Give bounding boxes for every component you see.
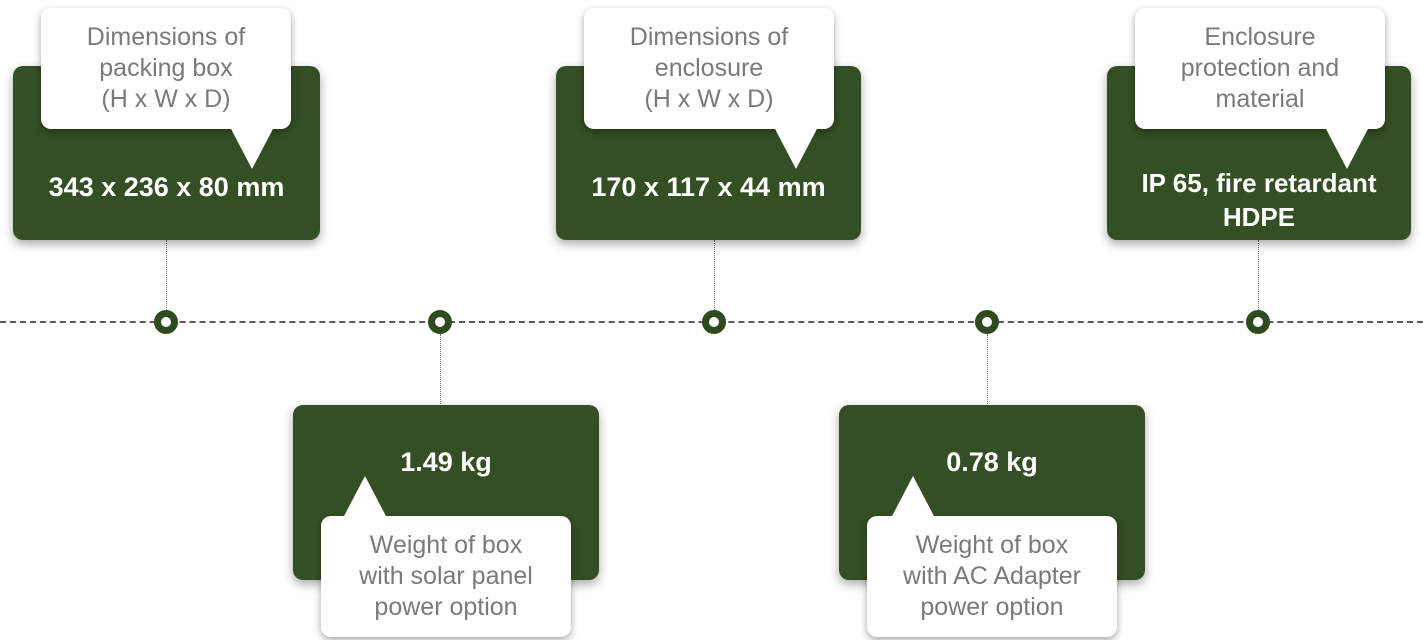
spec-label: Weight of box with solar panel power opt… — [359, 531, 533, 621]
connector-line — [987, 334, 988, 406]
timeline-node — [428, 310, 452, 334]
spec-value: 170 x 117 x 44 mm — [591, 172, 826, 202]
bubble-pointer — [343, 476, 387, 518]
connector-line — [166, 240, 167, 312]
bubble-pointer — [891, 476, 935, 518]
spec-label-bubble: Dimensions of packing box (H x W x D) — [41, 8, 291, 129]
connector-line — [440, 334, 441, 406]
spec-label: Dimensions of packing box (H x W x D) — [86, 23, 246, 113]
bubble-pointer — [230, 127, 274, 169]
bubble-pointer — [774, 127, 818, 169]
spec-label-bubble: Weight of box with solar panel power opt… — [321, 516, 571, 637]
spec-label-bubble: Weight of box with AC Adapter power opti… — [867, 516, 1117, 637]
connector-line — [1258, 240, 1259, 312]
spec-label: Dimensions of enclosure (H x W x D) — [629, 23, 789, 113]
spec-value: 343 x 236 x 80 mm — [48, 172, 285, 202]
spec-label-bubble: Dimensions of enclosure (H x W x D) — [584, 8, 834, 129]
spec-value: 1.49 kg — [400, 447, 492, 477]
bubble-pointer — [1325, 127, 1369, 169]
timeline-node — [702, 310, 726, 334]
timeline-node — [1246, 310, 1270, 334]
timeline-node — [154, 310, 178, 334]
spec-value: IP 65, fire retardant HDPE — [1141, 168, 1377, 232]
spec-label: Enclosure protection and material — [1180, 23, 1340, 113]
spec-label: Weight of box with AC Adapter power opti… — [903, 531, 1081, 621]
spec-label-bubble: Enclosure protection and material — [1135, 8, 1385, 129]
spec-value: 0.78 kg — [946, 447, 1038, 477]
timeline-node — [975, 310, 999, 334]
connector-line — [714, 240, 715, 312]
